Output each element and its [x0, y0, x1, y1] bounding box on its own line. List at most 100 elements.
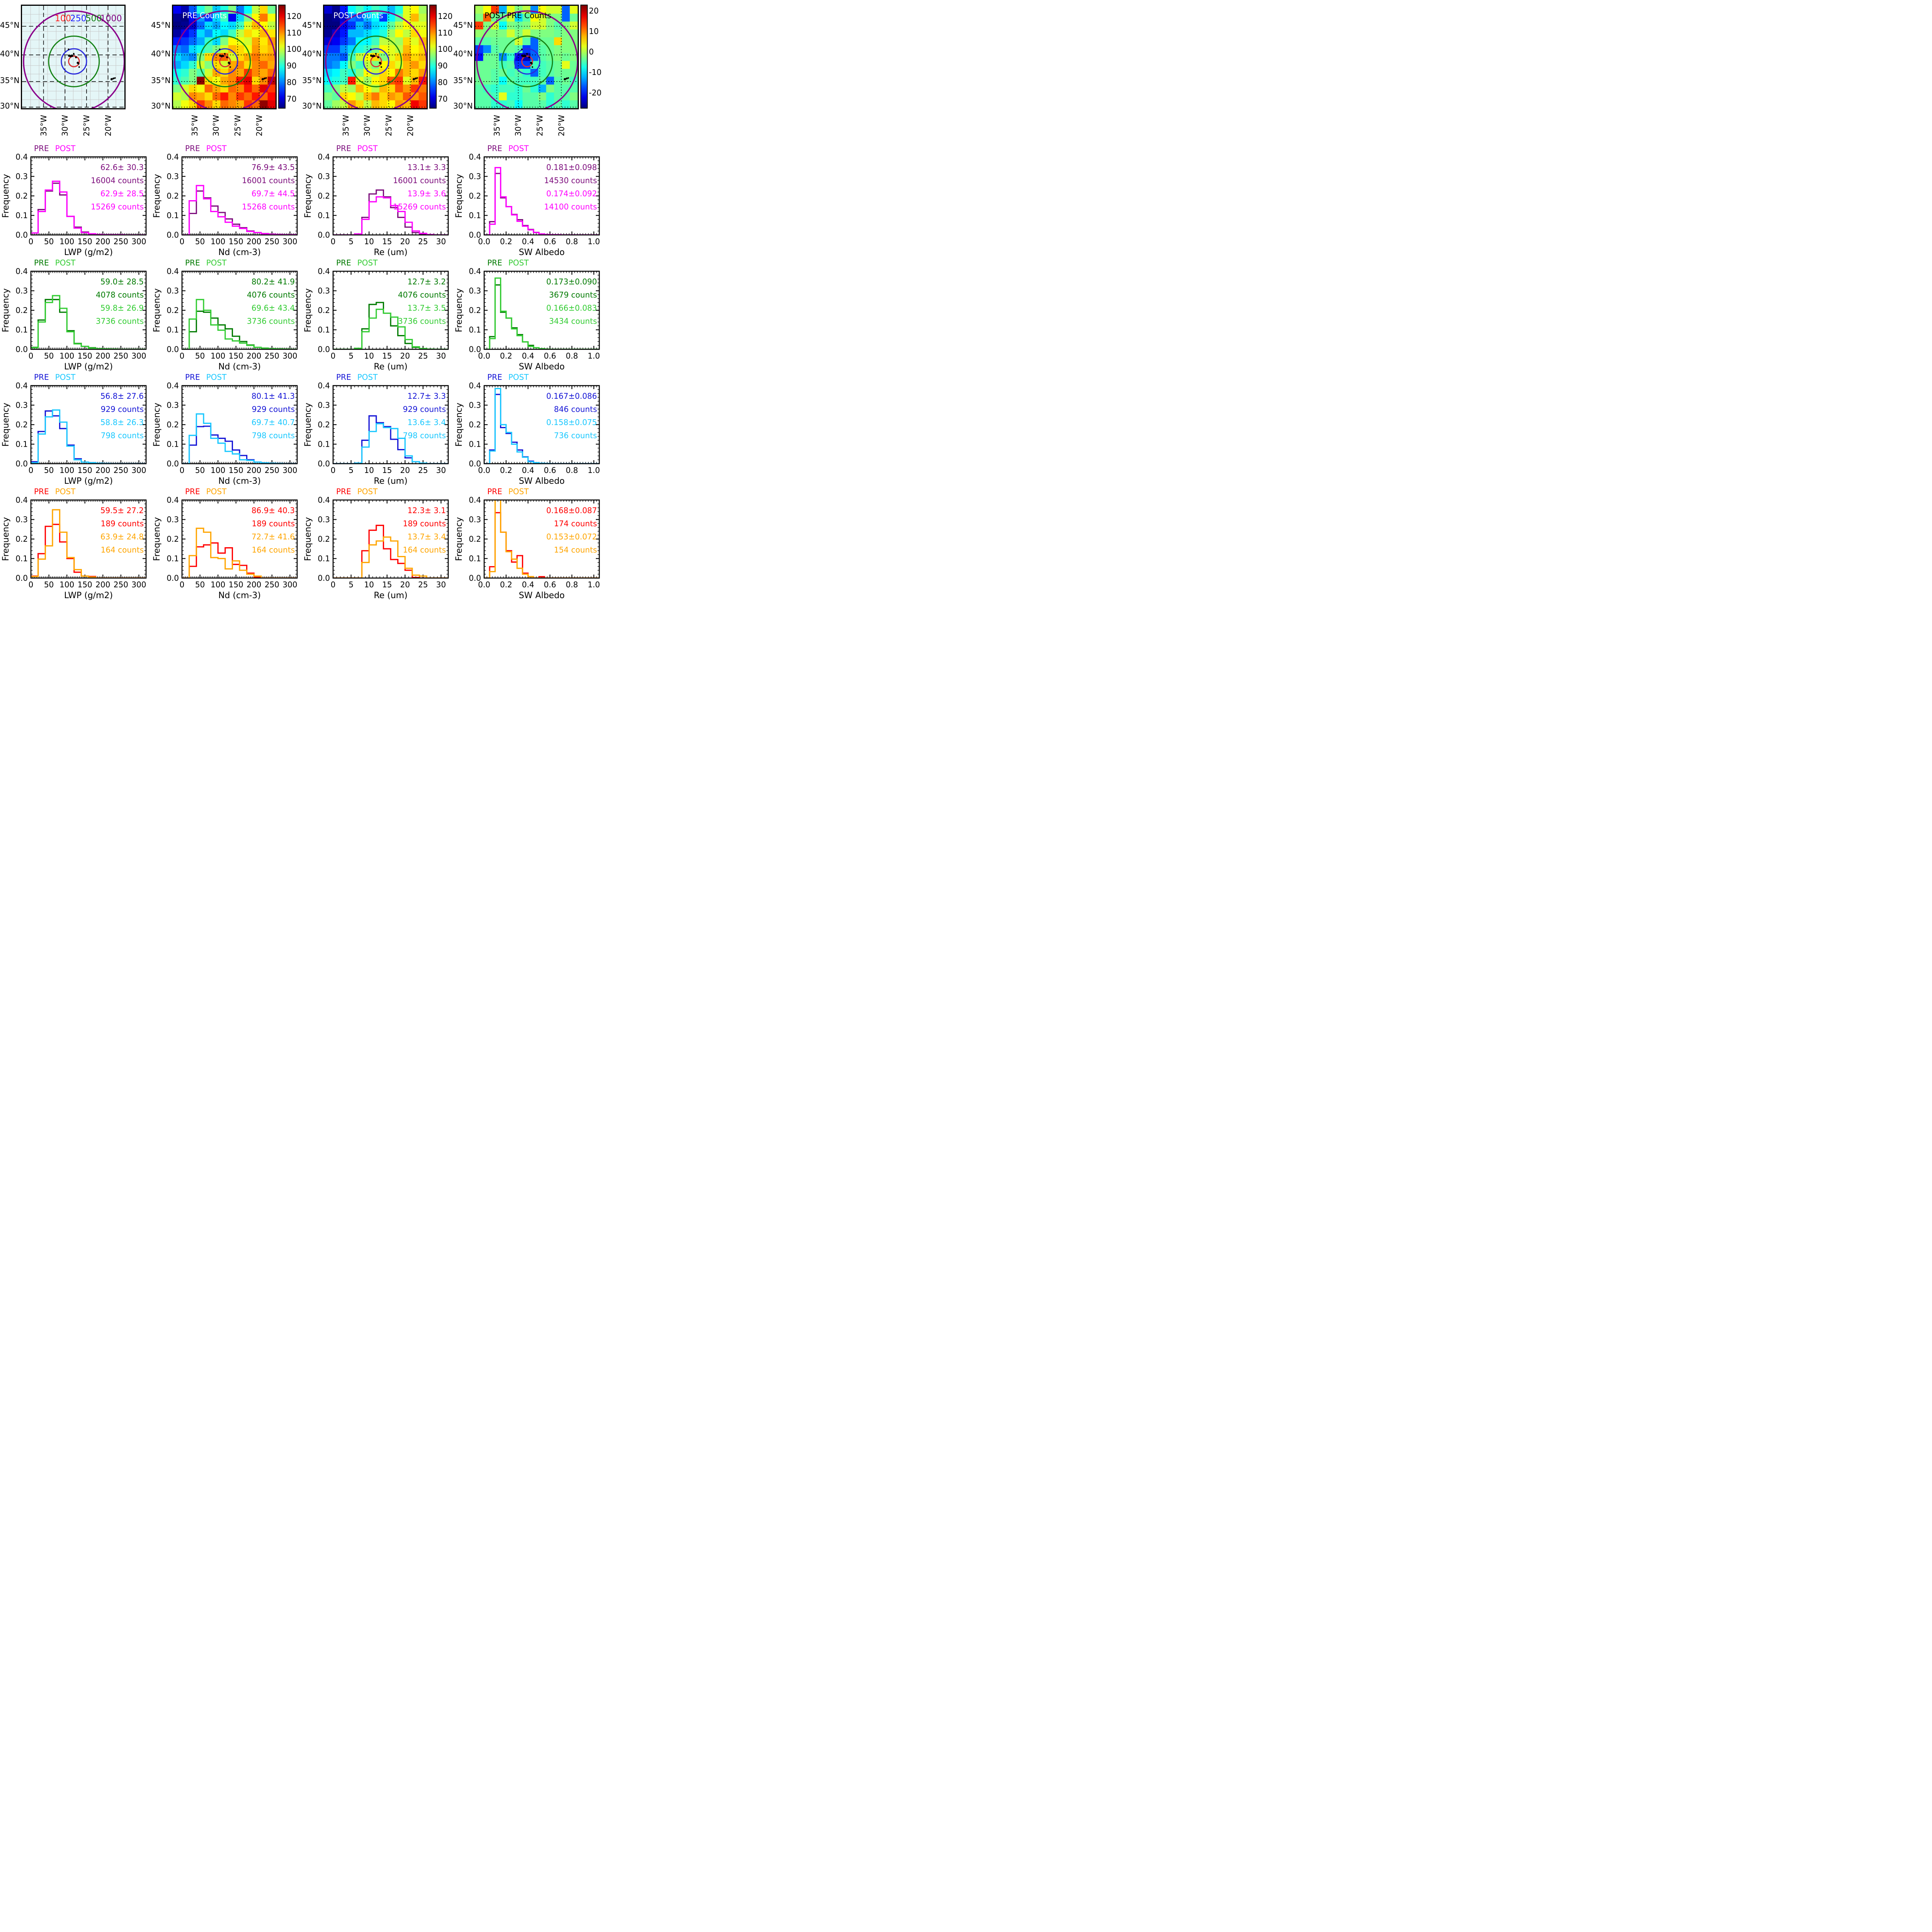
- pre-counts: 174 counts: [554, 519, 597, 528]
- y-tick-label: 0.4: [469, 382, 481, 390]
- y-tick-label: 0.4: [318, 496, 330, 505]
- pre-post-legend: PRE POST: [185, 487, 302, 496]
- hist-nd-500km: PRE POST 0 50 100 150 200 250 300 0.0 0.1 0.2 0.3 0.4…: [151, 258, 302, 372]
- x-axis-label: Nd (cm-3): [218, 591, 261, 600]
- x-tick-label: 30: [436, 237, 446, 246]
- x-tick-label: 100: [60, 466, 74, 475]
- range-circle-1000km: [476, 10, 578, 108]
- y-tick-label: 0.2: [469, 306, 481, 315]
- x-tick-label: 25: [418, 466, 428, 475]
- x-tick-label: 5: [349, 580, 354, 589]
- hist-nd-250km: PRE POST 0 50 100 150 200 250 300 0.0 0.1 0.2 0.3 0.4…: [151, 372, 302, 487]
- x-tick-label: 300: [282, 580, 297, 589]
- pre-counts: 4078 counts: [96, 290, 144, 299]
- pre-post-legend: PRE POST: [336, 372, 453, 382]
- range-circle-1000km: [325, 10, 427, 108]
- colorbar-tick-label: -10: [589, 67, 602, 77]
- pre-mean-std: 0.181±0.098: [546, 163, 597, 172]
- x-tick-label: 200: [247, 466, 261, 475]
- x-tick-label: 25: [418, 580, 428, 589]
- pre-mean-std: 0.173±0.090: [546, 277, 597, 286]
- colorbar-tick-label: 0: [589, 47, 594, 56]
- x-tick-label: 250: [114, 351, 128, 361]
- y-axis-label: Frequency: [454, 174, 464, 218]
- y-tick-label: 0.0: [167, 459, 179, 468]
- island-dot: [370, 48, 372, 50]
- legend-pre-label: PRE: [336, 144, 351, 153]
- x-tick-label: 15: [382, 237, 392, 246]
- legend-post-label: POST: [206, 258, 227, 267]
- x-tick-label: 200: [95, 351, 110, 361]
- y-tick-label: 0.0: [167, 345, 179, 354]
- histogram-svg: 0.0 0.2 0.4 0.6 0.8 1.0 0.0 0.1 0.2 0.3 0.4 0.167±0…: [454, 381, 600, 486]
- circle-legend-label: 500: [86, 14, 102, 24]
- histogram-svg: 0.0 0.2 0.4 0.6 0.8 1.0 0.0 0.1 0.2 0.3 0.4 0.173±0…: [454, 267, 600, 372]
- x-tick-label: 300: [282, 351, 297, 361]
- lon-tick-label: 35°W: [341, 115, 350, 136]
- island-dot: [371, 55, 374, 58]
- x-tick-label: 0.0: [478, 466, 490, 475]
- x-tick-label: 15: [382, 351, 392, 361]
- island-dot: [229, 66, 231, 68]
- x-tick-label: 10: [364, 237, 374, 246]
- x-tick-label: 0.0: [478, 580, 490, 589]
- x-tick-label: 30: [436, 580, 446, 589]
- island-dot: [528, 56, 531, 58]
- legend-post-label: POST: [508, 487, 529, 496]
- colorbar-tick-label: 80: [287, 77, 297, 87]
- y-axis-label: Frequency: [152, 517, 162, 561]
- y-tick-label: 0.0: [318, 459, 330, 468]
- x-tick-label: 250: [114, 580, 128, 589]
- hist-re-250km: PRE POST 0 5 10 15 20 25 30 0.0 0.1 0.2 0.3 0.4 12.7± …: [302, 372, 453, 487]
- x-tick-label: 5: [349, 351, 354, 361]
- range-circle-500km: [501, 35, 553, 87]
- colorbar-tick-label: 70: [438, 94, 448, 104]
- x-tick-label: 0.4: [522, 466, 534, 475]
- lat-tick-label: 35°N: [453, 76, 473, 85]
- post-counts: 3736 counts: [96, 316, 144, 326]
- legend-post-label: POST: [508, 258, 529, 267]
- hist-re-1000km: PRE POST 0 5 10 15 20 25 30 0.0 0.1 0.2 0.3 0.4 13.1± …: [302, 144, 453, 258]
- map-panel-post-counts: POST Counts 45°N 40°N 35°N 30°N 35°W 30°W 25°W 2…: [302, 0, 453, 144]
- legend-pre-label: PRE: [34, 487, 49, 496]
- pre-mean-std: 0.168±0.087: [546, 506, 597, 515]
- y-tick-label: 0.0: [15, 573, 28, 583]
- map-svg: POST-PRE Counts: [475, 6, 578, 108]
- pre-post-legend: PRE POST: [185, 372, 302, 382]
- post-histogram-line: [484, 277, 599, 349]
- y-tick-label: 0.4: [15, 267, 28, 276]
- pre-post-legend: PRE POST: [34, 258, 151, 267]
- y-axis-label: Frequency: [303, 517, 313, 561]
- y-tick-label: 0.2: [469, 534, 481, 544]
- post-histogram-line: [333, 308, 448, 349]
- y-tick-label: 0.3: [318, 401, 330, 410]
- x-tick-label: 0.6: [544, 237, 556, 246]
- post-counts: 164 counts: [101, 545, 144, 554]
- island-dot: [114, 77, 116, 79]
- y-axis-label: Frequency: [152, 403, 162, 447]
- range-circle-250km: [514, 48, 541, 75]
- x-tick-label: 150: [78, 580, 92, 589]
- legend-pre-label: PRE: [185, 487, 200, 496]
- colorbar-tick-label: 110: [287, 28, 302, 37]
- legend-pre-label: PRE: [185, 258, 200, 267]
- y-tick-label: 0.4: [318, 267, 330, 276]
- island-dot: [224, 53, 226, 55]
- y-tick-label: 0.4: [469, 496, 481, 505]
- pre-histogram-line: [182, 542, 297, 578]
- y-axis-label: Frequency: [454, 403, 464, 447]
- post-histogram-line: [484, 388, 599, 464]
- legend-pre-label: PRE: [487, 258, 502, 267]
- y-tick-label: 0.1: [318, 554, 330, 563]
- island-dot: [567, 77, 569, 79]
- lon-tick-label: 30°W: [60, 115, 70, 136]
- y-tick-label: 0.2: [15, 306, 28, 315]
- y-tick-label: 0.3: [318, 172, 330, 181]
- histogram-svg: 0 50 100 150 200 250 300 0.0 0.1 0.2 0.3 0.4 80.1± 4…: [152, 381, 298, 486]
- post-mean-std: 63.9± 24.8: [100, 532, 144, 541]
- island-dot: [229, 63, 231, 65]
- map-plot-area: POST-PRE Counts: [474, 5, 579, 109]
- y-tick-label: 0.1: [318, 211, 330, 220]
- x-axis-label: SW Albedo: [519, 362, 565, 372]
